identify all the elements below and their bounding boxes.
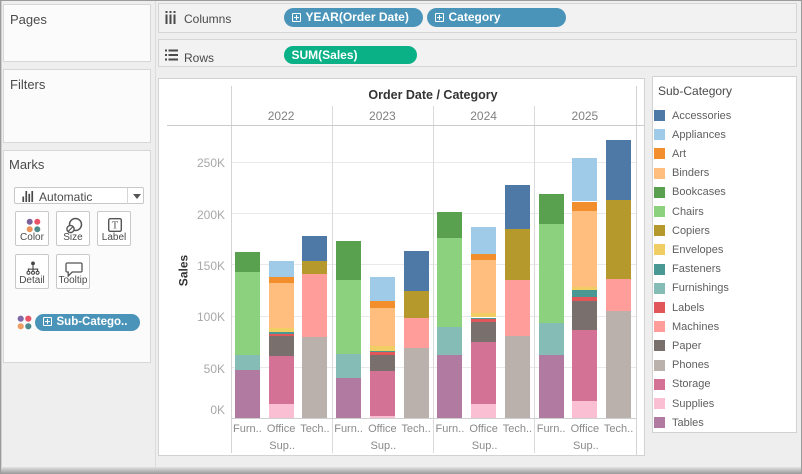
svg-text:T: T [112,221,119,232]
